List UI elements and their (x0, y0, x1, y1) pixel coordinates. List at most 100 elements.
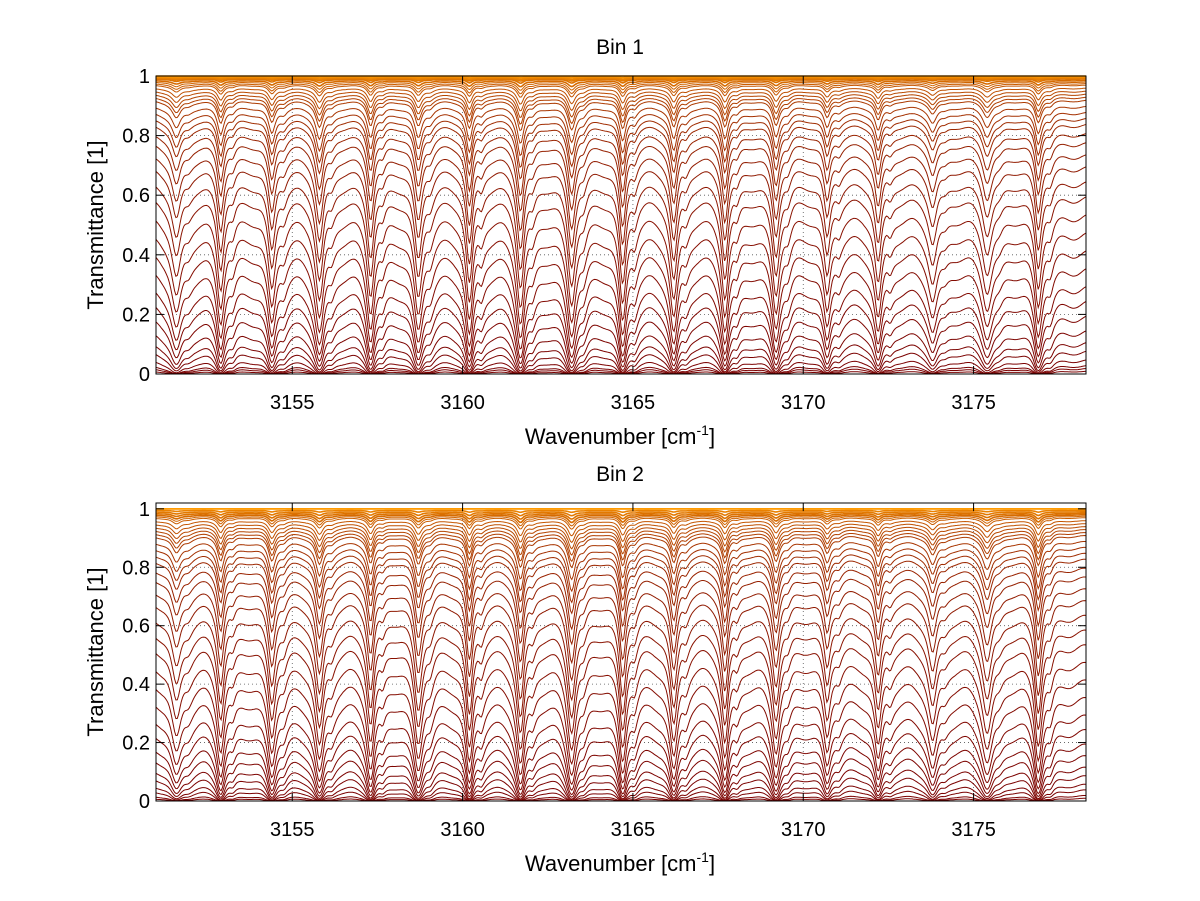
y-tick-label: 0.6 (122, 185, 150, 207)
series-line (155, 520, 1086, 537)
series-line (155, 350, 1087, 374)
series-line (155, 567, 1087, 631)
plot-bin-2: Bin 2 3155 3160 3165 3170 3175 0 0.2 0.4 0.6 0.8 1… (83, 463, 1087, 876)
series-line (155, 268, 1087, 350)
series-line (155, 714, 1087, 786)
plot-bin-1: Bin 1 3155 3160 3165 3170 3175 0 0.2 0.4 0.6 0.8 1… (83, 36, 1087, 449)
series-line (155, 166, 1087, 250)
series-line (156, 76, 1086, 81)
series-line (155, 679, 1087, 766)
series-line (155, 342, 1087, 374)
series-line (155, 696, 1087, 777)
series-line (155, 588, 1087, 665)
series-line (155, 81, 1086, 91)
series-line (155, 214, 1087, 309)
series-line (155, 124, 1087, 180)
y-tick-label: 0.4 (122, 674, 150, 696)
series-line (155, 576, 1086, 646)
x-tick-label: 3170 (781, 392, 826, 414)
series-line (155, 105, 1087, 144)
series-line (155, 90, 1087, 112)
y-tick-label: 0.6 (122, 616, 150, 638)
series-line (155, 755, 1087, 798)
series-line (155, 142, 1087, 212)
series-line (155, 534, 1087, 569)
series-line (155, 330, 1087, 372)
y-tick-label: 0 (139, 791, 150, 813)
x-tick-label: 3175 (951, 392, 996, 414)
series-line (155, 96, 1087, 125)
x-tick-label: 3165 (611, 819, 656, 841)
series-line (155, 315, 1087, 369)
series-line (155, 517, 1087, 530)
series-line (155, 661, 1087, 752)
series-line (155, 512, 1086, 520)
x-tick-label: 3160 (440, 392, 485, 414)
series-line (155, 558, 1087, 615)
y-tick-label: 0.4 (122, 245, 150, 267)
series-line (155, 526, 1087, 550)
series-line (155, 529, 1086, 556)
series-line (155, 546, 1086, 593)
series-line (155, 111, 1087, 157)
series-line (155, 84, 1087, 98)
x-tick-label: 3155 (270, 392, 315, 414)
series-line (155, 118, 1087, 169)
series-line (155, 181, 1087, 271)
y-tick-label: 0 (139, 364, 150, 386)
series-line (155, 78, 1087, 85)
series-line (155, 614, 1087, 702)
series-line (155, 728, 1087, 791)
x-axis-label: Wavenumber [cm-1] (525, 422, 715, 449)
series-line (155, 532, 1086, 563)
series-line (155, 154, 1087, 232)
axes-box (155, 502, 1087, 802)
x-tick-label: 3160 (440, 819, 485, 841)
axis-ticks: 3155 3160 3165 3170 3175 0 0.2 0.4 0.6 0.8 1 (122, 499, 1086, 841)
series-line (155, 600, 1087, 682)
x-tick-label: 3175 (951, 819, 996, 841)
series-line (155, 79, 1086, 88)
series-line (155, 87, 1087, 105)
series-line (155, 83, 1086, 95)
series-line (155, 301, 1087, 365)
series-line (156, 511, 1086, 517)
y-tick-label: 1 (139, 499, 150, 521)
series-line (155, 515, 1086, 527)
series-line (155, 743, 1087, 796)
series-line (155, 644, 1087, 735)
data-series-group (155, 508, 1087, 802)
series-line (155, 133, 1087, 197)
plot-title: Bin 1 (596, 36, 644, 59)
y-axis-label: Transmittance [1] (83, 567, 108, 736)
series-line (155, 629, 1087, 720)
axis-ticks: 3155 3160 3165 3170 3175 0 0.2 0.4 0.6 0.8 1 (122, 66, 1086, 414)
series-line (155, 783, 1087, 802)
y-tick-label: 0.2 (122, 733, 150, 755)
series-line (155, 93, 1087, 119)
series-line (155, 775, 1087, 801)
series-line (155, 99, 1087, 132)
series-line (155, 196, 1087, 289)
series-line (155, 250, 1087, 339)
y-axis-label: Transmittance [1] (83, 140, 108, 309)
series-line (155, 766, 1087, 800)
y-tick-label: 0.8 (122, 557, 150, 579)
x-tick-label: 3165 (611, 392, 656, 414)
series-line (155, 286, 1087, 359)
axes-box (155, 75, 1087, 375)
x-tick-label: 3155 (270, 819, 315, 841)
series-line (155, 232, 1087, 325)
y-tick-label: 0.2 (122, 304, 150, 326)
plot-title: Bin 2 (596, 463, 644, 486)
y-tick-label: 1 (139, 66, 150, 88)
series-line (155, 523, 1086, 544)
x-tick-label: 3170 (781, 819, 826, 841)
series-line (155, 552, 1087, 604)
y-tick-label: 0.8 (122, 126, 150, 148)
series-line (155, 514, 1086, 524)
x-axis-label: Wavenumber [cm-1] (525, 849, 715, 876)
series-line (156, 509, 1086, 514)
series-line (155, 541, 1086, 581)
